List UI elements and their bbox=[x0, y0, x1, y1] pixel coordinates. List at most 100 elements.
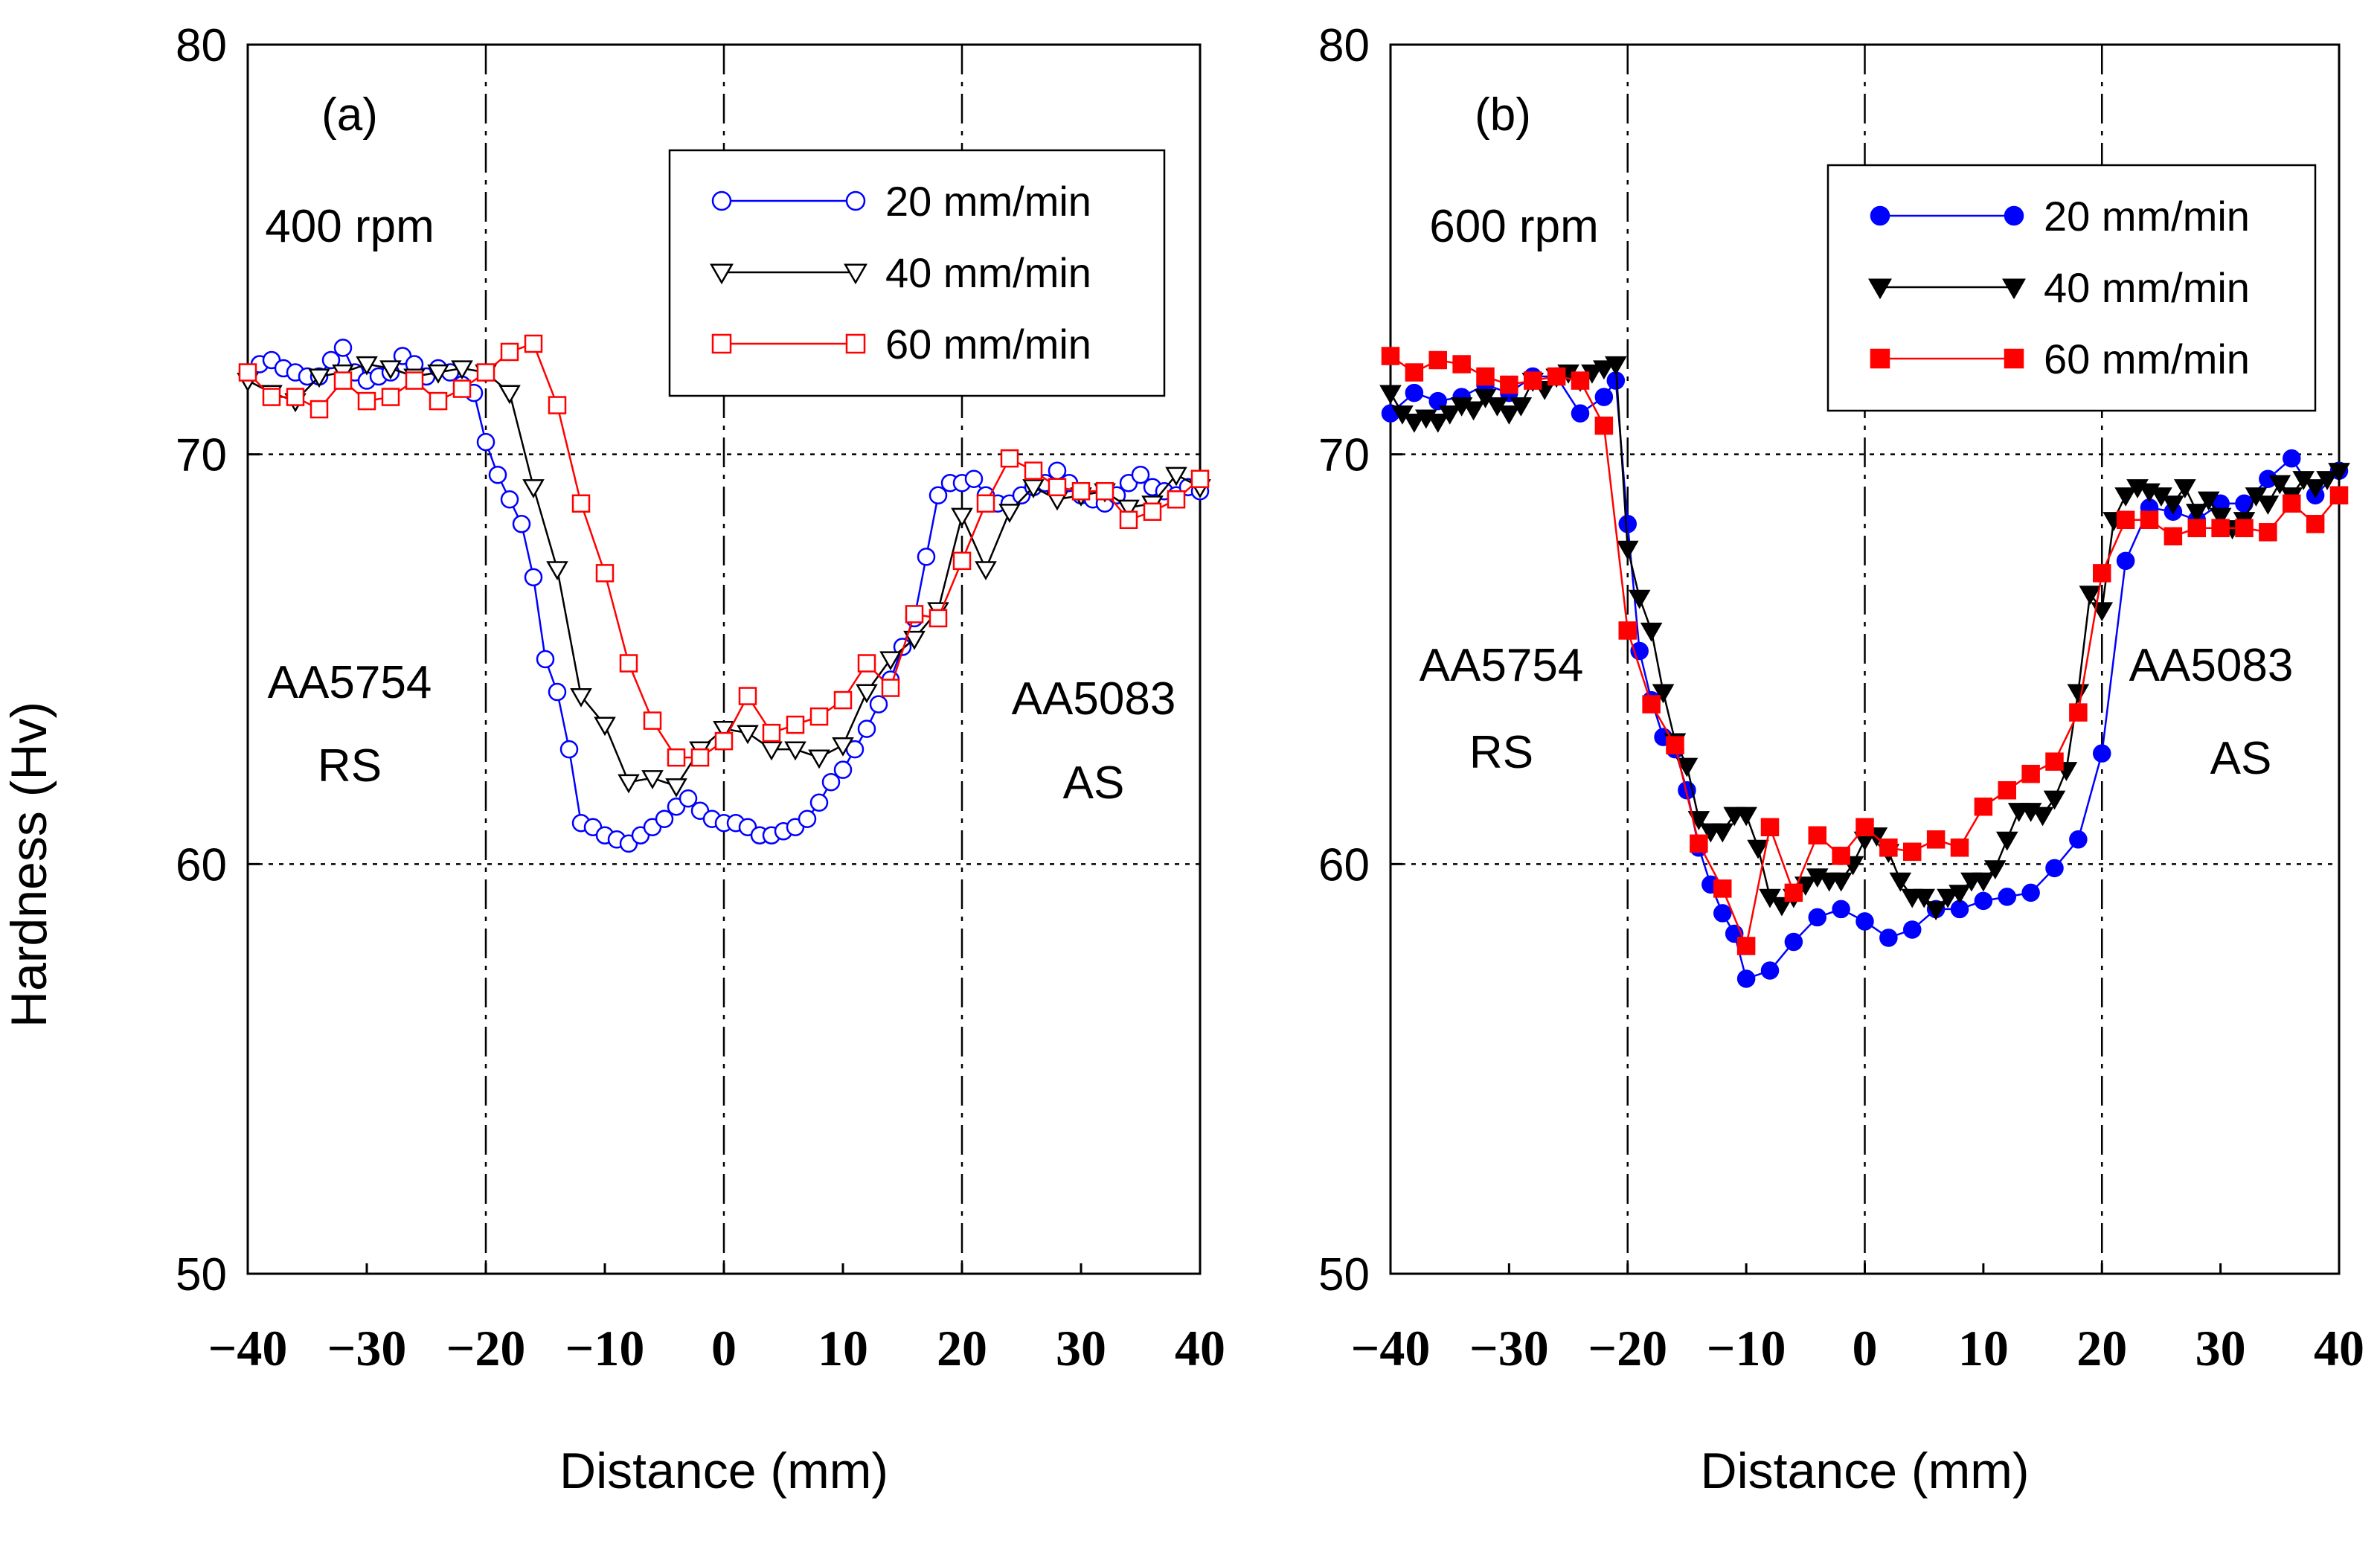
p0-data-point bbox=[405, 371, 424, 390]
p1-data-point bbox=[1405, 363, 1424, 382]
p1-data-point bbox=[2093, 744, 2111, 763]
p1-data-point bbox=[1524, 371, 1542, 390]
p0-data-point bbox=[975, 561, 997, 581]
p1-data-point bbox=[1594, 416, 1614, 435]
p1-data-point bbox=[1925, 901, 1947, 921]
p1-data-point bbox=[1628, 589, 1651, 609]
p0-data-point bbox=[452, 379, 472, 398]
p0-data-point bbox=[488, 465, 507, 484]
p1-data-point bbox=[1711, 823, 1734, 843]
p0-data-point bbox=[262, 388, 281, 406]
p0-legend-marker bbox=[711, 333, 732, 354]
p0-data-point bbox=[309, 400, 329, 419]
p0-xtick-label: 0 bbox=[711, 1320, 737, 1376]
p0-data-point bbox=[738, 687, 757, 705]
p1-left-material: AA5754 bbox=[1420, 640, 1584, 691]
p0-data-point bbox=[641, 770, 664, 789]
p1-data-point bbox=[1808, 826, 1826, 845]
p1-data-point bbox=[1972, 872, 1995, 892]
p0-xtick-label: 30 bbox=[1056, 1320, 1106, 1376]
p0-xtick-label: 20 bbox=[937, 1320, 987, 1376]
p1-right-side: AS bbox=[2210, 733, 2272, 784]
p0-data-point bbox=[1190, 469, 1210, 488]
p0-data-point bbox=[998, 504, 1021, 523]
p0-data-point bbox=[522, 479, 545, 498]
p1-legend-entry: 20 mm/min bbox=[2044, 193, 2250, 240]
p1-left-side: RS bbox=[1469, 727, 1533, 778]
p1-data-point bbox=[2164, 527, 2183, 546]
p1-data-point bbox=[2067, 684, 2090, 704]
p0-data-point bbox=[618, 774, 640, 794]
p0-data-point bbox=[881, 679, 900, 697]
p0-data-point bbox=[762, 723, 781, 743]
p1-data-point bbox=[1855, 818, 1874, 837]
p0-data-point bbox=[833, 690, 853, 710]
p0-ytick-label: 70 bbox=[176, 430, 227, 481]
p0-data-point bbox=[786, 715, 805, 734]
p1-data-point bbox=[1784, 932, 1803, 952]
p0-x-axis-label: Distance (mm) bbox=[559, 1443, 888, 1499]
p1-xtick-label: 30 bbox=[2195, 1320, 2246, 1376]
p0-data-point bbox=[548, 396, 567, 414]
p1-data-point bbox=[2304, 479, 2326, 498]
p0-legend-marker bbox=[845, 333, 866, 354]
p0-legend-marker bbox=[844, 263, 867, 285]
chart-panel-a: 50 60 70 80 −40 −30 −20 −10 0 10 20 30 40 Distance (m… bbox=[176, 20, 1225, 1499]
p0-xtick-label: 10 bbox=[818, 1320, 868, 1376]
p0-data-point bbox=[333, 371, 353, 390]
p1-data-point bbox=[1879, 929, 1898, 947]
p1-data-point bbox=[1784, 883, 1803, 902]
p0-data-point bbox=[1165, 466, 1187, 487]
p1-data-point bbox=[1736, 937, 1756, 955]
p1-data-point bbox=[2079, 586, 2102, 606]
p0-data-point bbox=[905, 605, 924, 623]
p1-data-point bbox=[1476, 367, 1495, 386]
p1-data-point bbox=[1403, 414, 1425, 433]
p0-data-point bbox=[333, 339, 353, 357]
p1-data-point bbox=[1666, 736, 1684, 754]
p1-data-point bbox=[1618, 515, 1637, 533]
p1-data-point bbox=[1948, 885, 1971, 905]
p1-data-point bbox=[1618, 621, 1637, 640]
p1-data-point bbox=[1760, 818, 1780, 837]
p0-data-point bbox=[571, 494, 591, 513]
p0-data-point bbox=[1167, 490, 1186, 509]
p1-data-point bbox=[1926, 830, 1946, 849]
p1-data-point bbox=[2316, 471, 2338, 490]
p0-series-3 bbox=[238, 334, 1210, 767]
p1-data-point bbox=[2211, 519, 2230, 538]
p1-data-point bbox=[1713, 879, 1732, 898]
p1-data-point bbox=[1998, 780, 2016, 800]
p0-left-material: AA5754 bbox=[268, 657, 432, 708]
p1-data-point bbox=[1652, 684, 1675, 704]
p0-xtick-label: −20 bbox=[446, 1320, 526, 1376]
p0-data-point bbox=[952, 551, 972, 571]
p0-legend-marker bbox=[710, 263, 734, 285]
p1-data-point bbox=[1571, 404, 1590, 423]
p0-data-point bbox=[857, 719, 876, 738]
p1-data-point bbox=[1379, 385, 1402, 405]
p1-data-point bbox=[2328, 463, 2350, 482]
p0-data-point bbox=[1119, 510, 1138, 530]
p1-data-point bbox=[2021, 764, 2040, 783]
p0-legend: 20 mm/min 40 mm/min 60 mm/min bbox=[668, 149, 1166, 397]
p0-data-point bbox=[1071, 481, 1091, 501]
p1-ytick-label: 60 bbox=[1318, 839, 1370, 891]
p0-right-side: AS bbox=[1063, 757, 1125, 809]
p0-data-point bbox=[879, 651, 902, 671]
p1-data-point bbox=[1855, 912, 1874, 931]
p0-data-point bbox=[429, 391, 448, 411]
p0-data-point bbox=[833, 760, 853, 779]
p0-data-point bbox=[643, 711, 662, 730]
p0-data-point bbox=[356, 356, 378, 376]
p0-data-point bbox=[498, 385, 521, 405]
p1-data-point bbox=[1771, 897, 1793, 917]
p1-data-point bbox=[2114, 487, 2137, 507]
p1-data-point bbox=[2069, 703, 2088, 722]
p1-data-point bbox=[2162, 496, 2184, 515]
p0-data-point bbox=[903, 630, 926, 650]
p1-right-material: AA5083 bbox=[2129, 640, 2294, 691]
p1-data-point bbox=[2069, 830, 2088, 849]
p0-data-point bbox=[893, 638, 912, 656]
p1-data-point bbox=[1760, 961, 1780, 980]
